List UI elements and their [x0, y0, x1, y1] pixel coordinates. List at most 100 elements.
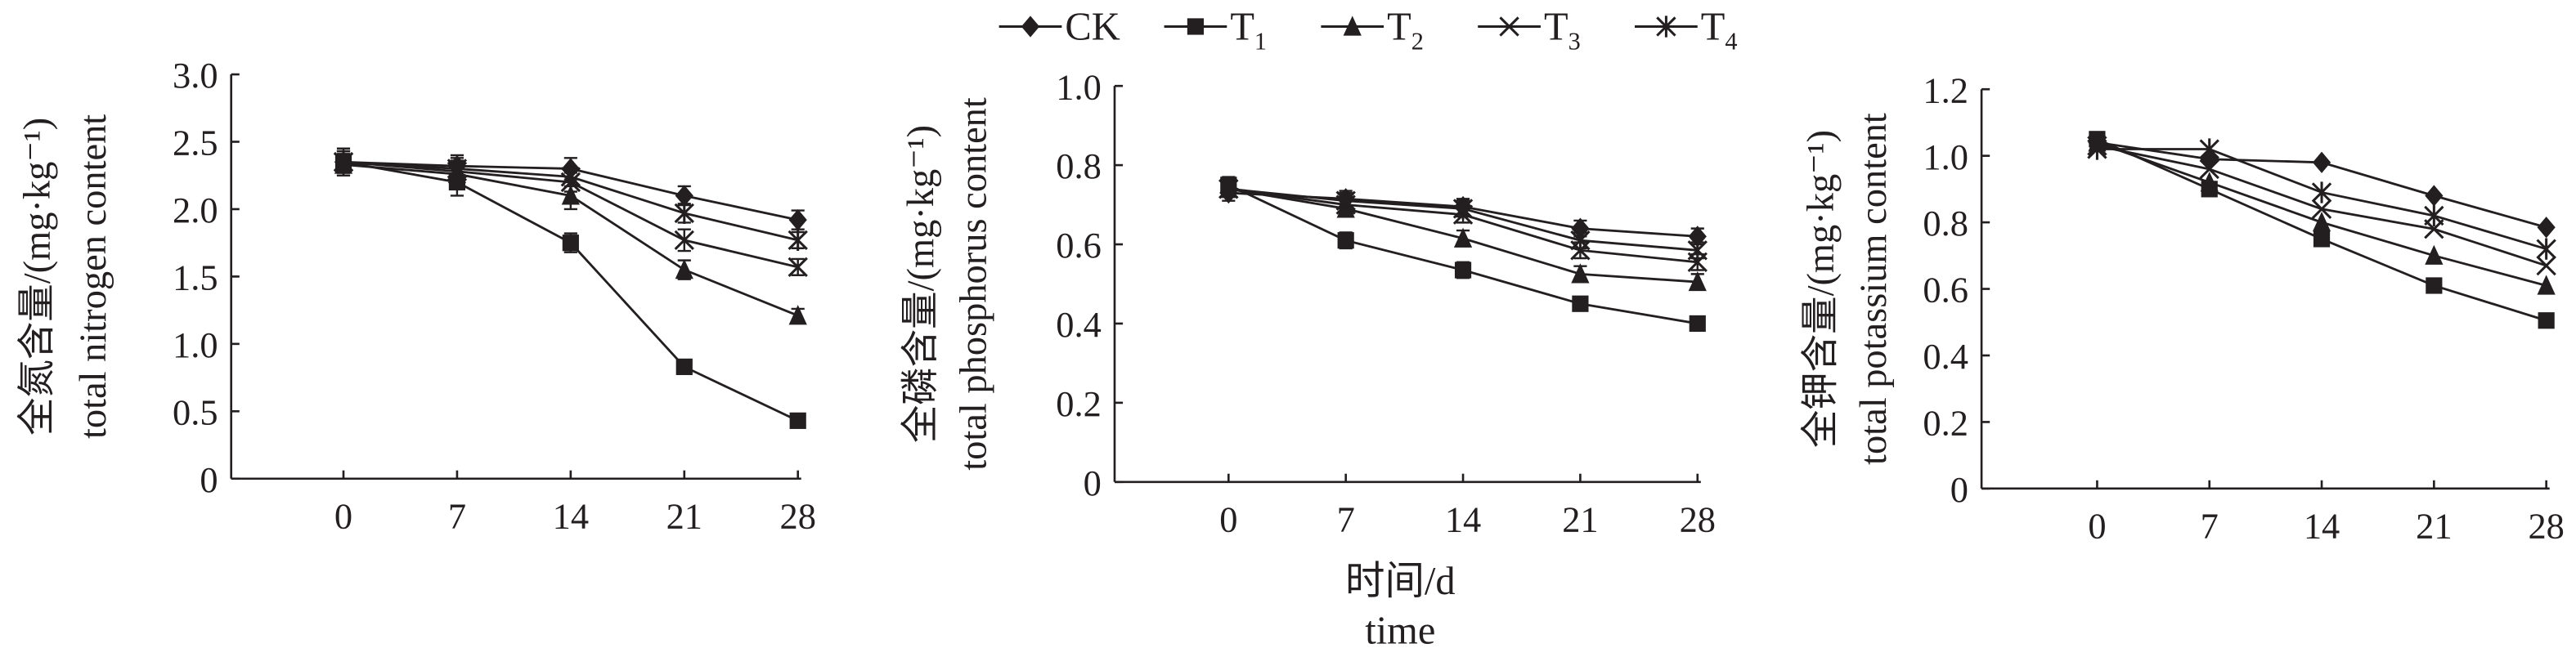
data-point-square: [1337, 232, 1354, 249]
x-tick-label: 28: [2528, 505, 2564, 546]
legend: CK T1 T2 T3 T4: [999, 6, 1738, 56]
data-point-diamond: [2537, 217, 2556, 239]
y-tick-label: 0.4: [1923, 336, 1968, 377]
legend-subscript: 4: [1725, 28, 1737, 56]
y-tick-label: 0.8: [1056, 145, 1102, 186]
data-point-square: [1454, 261, 1472, 279]
data-point-diamond: [2425, 185, 2444, 207]
y-tick-label: 1.2: [1923, 69, 1968, 110]
legend-item-ck: CK: [999, 6, 1120, 49]
data-point-diamond: [1571, 217, 1590, 239]
legend-label: T1: [1230, 6, 1267, 56]
x-tick-label: 21: [1562, 498, 1598, 539]
chart-potassium: 0 0.2 0.4 0.6 0.8 1.0 1.2 0 7 14 21 28 全钾含量/(mg·kg⁻¹…: [1799, 69, 2565, 546]
data-point-triangle: [675, 259, 693, 279]
legend-item-t3: T3: [1478, 6, 1581, 56]
y-tick-label: 0.4: [1056, 304, 1102, 345]
y-tick-label: 0.6: [1923, 270, 1968, 311]
data-point-square: [2426, 277, 2443, 294]
data-point-triangle: [561, 185, 580, 205]
legend-marker-x-icon: [1499, 16, 1519, 37]
data-point-diamond: [2312, 151, 2331, 173]
data-point-x: [788, 257, 808, 278]
data-point-triangle: [788, 305, 807, 325]
x-tick-label: 7: [2201, 505, 2219, 546]
x-tick-label: 0: [1219, 498, 1237, 539]
data-point-square: [675, 358, 693, 375]
data-point-asterisk: [1218, 178, 1239, 200]
data-point-asterisk: [2311, 181, 2332, 203]
series-t4: [2087, 138, 2556, 260]
data-point-asterisk: [2536, 238, 2556, 260]
data-point-asterisk: [1452, 198, 1474, 220]
data-point-asterisk: [447, 158, 468, 180]
y-tick-label: 1.0: [1056, 66, 1102, 107]
series-t1: [1220, 176, 1706, 333]
data-point-triangle: [2200, 172, 2219, 192]
data-point-asterisk: [2424, 204, 2444, 227]
data-point-asterisk: [1335, 190, 1356, 212]
x-tick-label: 21: [666, 495, 702, 536]
y-tick-label: 0: [1084, 463, 1102, 503]
data-point-asterisk: [674, 202, 694, 225]
legend-subscript: 3: [1568, 28, 1581, 56]
data-point-triangle: [2537, 275, 2556, 295]
x-tick-label: 0: [334, 495, 352, 536]
legend-item-t2: T2: [1321, 6, 1424, 56]
legend-marker-triangle-icon: [1343, 16, 1362, 36]
series-t4: [1218, 178, 1708, 261]
legend-label: T4: [1701, 6, 1738, 56]
x-tick-label: 14: [553, 495, 589, 536]
data-point-asterisk: [788, 229, 808, 251]
y-axis-label-cn: 全磷含量/(mg·kg⁻¹): [900, 125, 942, 443]
legend-subscript: 2: [1411, 28, 1424, 56]
data-point-triangle: [1453, 227, 1473, 248]
y-tick-label: 2.0: [173, 190, 218, 230]
legend-item-t1: T1: [1164, 6, 1267, 56]
data-point-triangle: [1688, 270, 1707, 292]
data-point-asterisk: [2199, 138, 2219, 160]
legend-marker-square-icon: [1187, 18, 1205, 35]
data-point-triangle: [2425, 244, 2444, 265]
data-point-asterisk: [560, 166, 581, 188]
x-tick-label: 28: [779, 495, 815, 536]
x-tick-label: 7: [448, 495, 466, 536]
series-t4: [333, 150, 808, 251]
data-point-asterisk: [1687, 239, 1708, 261]
data-point-x: [2536, 255, 2556, 276]
x-tick-label: 21: [2416, 505, 2452, 546]
legend-label: T3: [1544, 6, 1581, 56]
x-tick-label: 14: [1445, 498, 1481, 539]
legend-marker-diamond-icon: [1021, 16, 1040, 38]
y-tick-label: 0: [1950, 469, 1968, 510]
data-point-asterisk: [2087, 138, 2107, 160]
y-tick-label: 0.6: [1056, 225, 1102, 266]
data-point-triangle: [1571, 263, 1590, 284]
y-axis-label-cn: 全氮含量/(mg·kg⁻¹): [16, 118, 59, 436]
data-point-asterisk: [1570, 230, 1591, 252]
data-point-square: [1572, 295, 1589, 312]
legend-item-t4: T4: [1635, 6, 1738, 56]
data-point-asterisk: [333, 151, 354, 173]
legend-marker-asterisk-icon: [1656, 16, 1676, 38]
data-point-triangle: [2312, 211, 2331, 232]
data-point-square: [2538, 312, 2555, 329]
data-point-square: [2313, 230, 2331, 248]
x-axis-label-cn: 时间/d: [1345, 560, 1456, 603]
y-tick-label: 3.0: [173, 55, 218, 96]
data-point-x: [2199, 159, 2219, 180]
data-point-square: [1689, 315, 1706, 333]
y-tick-label: 0.2: [1056, 383, 1102, 424]
y-axis-label-en: total phosphorus content: [953, 97, 994, 471]
y-tick-label: 0.2: [1923, 403, 1968, 444]
y-tick-label: 1.5: [173, 257, 218, 298]
data-point-square: [562, 235, 579, 252]
data-point-x: [2311, 199, 2332, 219]
y-tick-label: 1.0: [173, 324, 218, 365]
chart-nitrogen: 0 0.5 1.0 1.5 2.0 2.5 3.0 0 7 14 21 28 全氮含量/(mg·kg⁻¹…: [16, 55, 816, 536]
x-axis-label-en: time: [1365, 610, 1435, 653]
legend-label: CK: [1065, 6, 1120, 49]
legend-label: T2: [1387, 6, 1424, 56]
y-tick-label: 0: [200, 459, 218, 500]
